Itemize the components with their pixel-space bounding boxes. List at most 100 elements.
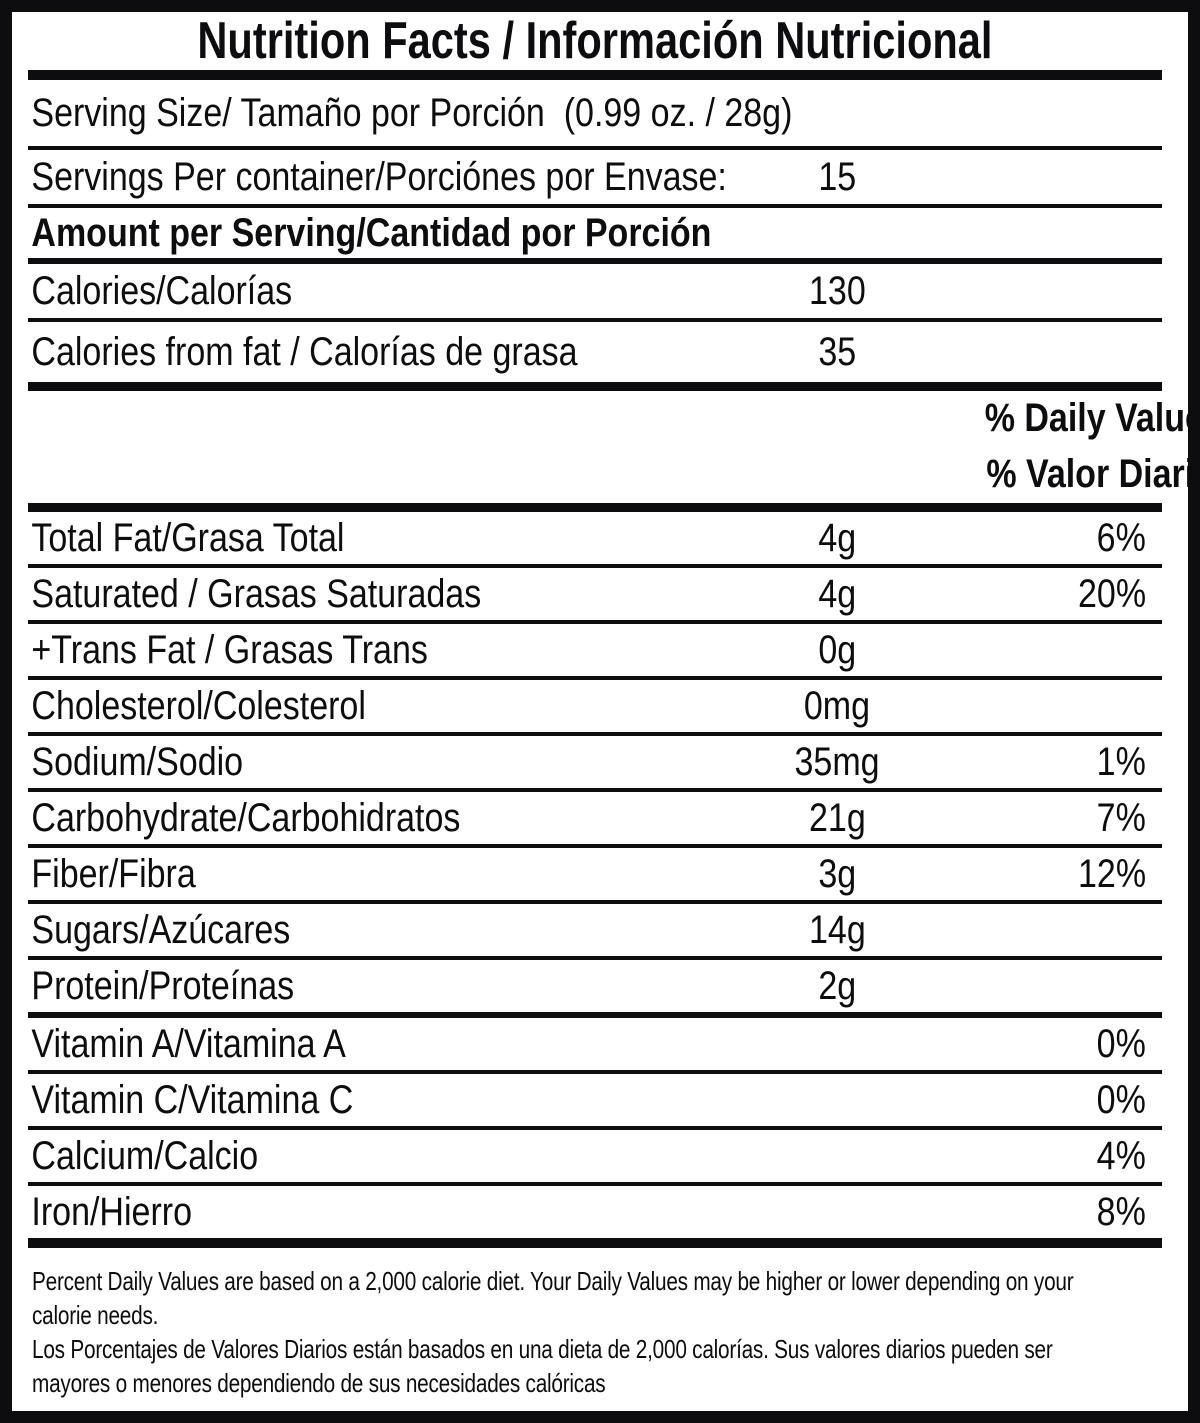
daily-value-header-en-row: % Daily Value (28, 391, 1188, 445)
nutrient-label: Protein/Proteínas (31, 964, 295, 1008)
nutrient-dv-cell: 1% (946, 742, 1146, 782)
calories-value-cell: 130 (752, 271, 922, 311)
footnote-spanish: Los Porcentajes de Valores Diarios están… (32, 1334, 1053, 1398)
nutrient-dv: 0% (1096, 1078, 1146, 1122)
divider (28, 1182, 1162, 1186)
section-divider (28, 503, 1162, 512)
nutrient-row-vitamin-a: Vitamin A/Vitamina A 0% (28, 1018, 1162, 1070)
divider (28, 204, 1162, 208)
nutrient-dv-cell: 0% (946, 1024, 1146, 1064)
section-divider (28, 382, 1162, 391)
serving-size-text: Serving Size/ Tamaño por Porción (0.99 o… (31, 91, 793, 135)
servings-per-container-row: Servings Per container/Porciónes por Env… (28, 150, 1162, 204)
calories-value: 130 (808, 269, 866, 313)
nutrient-dv-cell: 7% (946, 798, 1146, 838)
daily-value-header-es-row: % Valor Diario (28, 445, 1188, 503)
nutrient-row-saturated-fat: Saturated / Grasas Saturadas 4g 20% (28, 568, 1162, 620)
nutrient-row-fiber: Fiber/Fibra 3g 12% (28, 848, 1162, 900)
nutrient-row-protein: Protein/Proteínas 2g (28, 960, 1162, 1012)
nutrient-label: Saturated / Grasas Saturadas (31, 572, 482, 616)
nutrient-label: Cholesterol/Colesterol (31, 684, 366, 728)
nutrient-amount: 4g (818, 516, 856, 560)
nutrient-dv-cell (946, 630, 1146, 670)
nutrient-amount-cell (752, 1080, 922, 1120)
nutrient-amount: 21g (808, 796, 866, 840)
daily-value-header-es-cell: % Valor Diario (946, 454, 1188, 494)
nutrient-amount-cell (752, 1192, 922, 1232)
divider (28, 1070, 1162, 1074)
nutrient-label: Fiber/Fibra (31, 852, 196, 896)
servings-per-container-value: 15 (818, 155, 856, 199)
nutrient-amount: 4g (818, 572, 856, 616)
nutrient-label: Total Fat/Grasa Total (31, 516, 345, 560)
nutrient-dv-cell: 0% (946, 1080, 1146, 1120)
servings-per-container-value-cell: 15 (752, 157, 922, 197)
daily-value-header-es: % Valor Diario (986, 452, 1200, 496)
nutrient-dv: 6% (1096, 516, 1146, 560)
nutrient-label: Carbohydrate/Carbohidratos (31, 796, 461, 840)
daily-value-header-en-cell: % Daily Value (946, 398, 1188, 438)
daily-value-header-en: % Daily Value (984, 396, 1200, 440)
amount-per-serving-header: Amount per Serving/Cantidad por Porción (28, 208, 1162, 258)
nutrient-label: Iron/Hierro (31, 1190, 193, 1234)
divider (28, 1012, 1162, 1018)
label-title: Nutrition Facts / Información Nutriciona… (28, 12, 1162, 70)
nutrient-row-trans-fat: +Trans Fat / Grasas Trans 0g (28, 624, 1162, 676)
nutrient-label: Vitamin C/Vitamina C (31, 1078, 354, 1122)
nutrient-dv-cell: 4% (946, 1136, 1146, 1176)
divider (28, 956, 1162, 960)
nutrient-amount-cell: 4g (752, 574, 922, 614)
footnote-english: Percent Daily Values are based on a 2,00… (32, 1266, 1074, 1330)
nutrient-amount-cell (752, 1024, 922, 1064)
nutrient-amount-cell (752, 1136, 922, 1176)
divider (28, 676, 1162, 680)
divider (28, 732, 1162, 736)
servings-per-container-label: Servings Per container/Porciónes por Env… (31, 155, 727, 199)
nutrient-amount-cell: 0mg (752, 686, 922, 726)
amount-per-serving-text: Amount per Serving/Cantidad por Porción (31, 211, 712, 255)
nutrient-row-calcium: Calcium/Calcio 4% (28, 1130, 1162, 1182)
divider (28, 564, 1162, 568)
divider (28, 258, 1162, 264)
nutrient-amount-cell: 14g (752, 910, 922, 950)
divider (28, 844, 1162, 848)
label-content: Nutrition Facts / Información Nutriciona… (12, 12, 1188, 1411)
nutrient-amount-cell: 0g (752, 630, 922, 670)
nutrient-dv: 20% (1077, 572, 1146, 616)
nutrient-dv: 8% (1096, 1190, 1146, 1234)
footer-divider (28, 1238, 1162, 1248)
divider (28, 900, 1162, 904)
calories-from-fat-label: Calories from fat / Calorías de grasa (31, 330, 578, 374)
nutrient-label: Vitamin A/Vitamina A (31, 1022, 346, 1066)
nutrient-dv: 7% (1096, 796, 1146, 840)
nutrient-amount: 2g (818, 964, 856, 1008)
nutrient-amount-cell: 3g (752, 854, 922, 894)
nutrient-dv-cell: 8% (946, 1192, 1146, 1232)
nutrient-dv-cell (946, 686, 1146, 726)
nutrient-dv: 4% (1096, 1134, 1146, 1178)
nutrient-dv-cell (946, 910, 1146, 950)
nutrient-row-total-fat: Total Fat/Grasa Total 4g 6% (28, 512, 1162, 564)
nutrient-dv-cell: 12% (946, 854, 1146, 894)
label-title-text: Nutrition Facts / Información Nutriciona… (197, 12, 993, 70)
footnotes: Percent Daily Values are based on a 2,00… (28, 1248, 1162, 1411)
nutrient-label: +Trans Fat / Grasas Trans (31, 628, 428, 672)
calories-label: Calories/Calorías (31, 269, 293, 313)
nutrient-dv-cell: 6% (946, 518, 1146, 558)
nutrient-amount: 0g (818, 628, 856, 672)
divider (28, 146, 1162, 150)
nutrient-row-cholesterol: Cholesterol/Colesterol 0mg (28, 680, 1162, 732)
nutrient-row-iron: Iron/Hierro 8% (28, 1186, 1162, 1238)
nutrient-row-carbohydrate: Carbohydrate/Carbohidratos 21g 7% (28, 792, 1162, 844)
calories-from-fat-row: Calories from fat / Calorías de grasa 35 (28, 322, 1162, 382)
nutrient-dv: 12% (1077, 852, 1146, 896)
calories-from-fat-value-cell: 35 (752, 332, 922, 372)
nutrient-amount-cell: 4g (752, 518, 922, 558)
nutrient-dv: 0% (1096, 1022, 1146, 1066)
nutrient-amount: 14g (808, 908, 866, 952)
nutrient-row-sugars: Sugars/Azúcares 14g (28, 904, 1162, 956)
divider (28, 788, 1162, 792)
nutrient-amount: 35mg (794, 740, 880, 784)
divider (28, 620, 1162, 624)
